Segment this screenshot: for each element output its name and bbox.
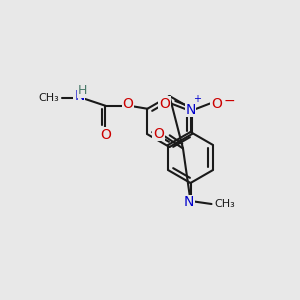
Text: O: O: [211, 97, 222, 110]
Text: O: O: [100, 128, 111, 142]
Text: N: N: [184, 196, 194, 209]
Text: −: −: [224, 94, 235, 107]
Text: CH₃: CH₃: [214, 199, 235, 209]
Text: +: +: [193, 94, 201, 103]
Text: N: N: [185, 103, 196, 116]
Text: O: O: [159, 97, 170, 110]
Text: N: N: [74, 89, 85, 103]
Text: CH₃: CH₃: [39, 93, 59, 103]
Text: H: H: [77, 84, 87, 97]
Text: O: O: [153, 127, 164, 140]
Text: O: O: [122, 97, 134, 111]
